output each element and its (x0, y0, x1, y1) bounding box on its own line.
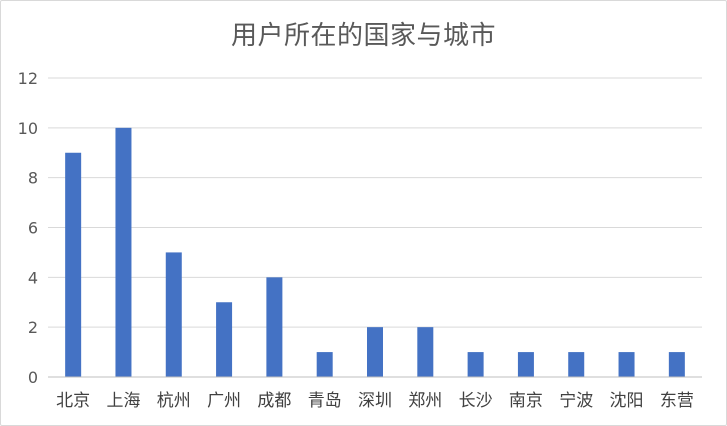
y-axis-ticks: 0 2 4 6 8 10 12 (18, 69, 38, 387)
x-tick-label: 郑州 (408, 391, 442, 411)
gridlines (48, 77, 702, 328)
y-tick-label: 0 (28, 368, 38, 387)
bar-东营 (668, 352, 685, 377)
y-tick-label: 4 (28, 268, 38, 287)
bar-广州 (216, 302, 233, 377)
bar-南京 (517, 352, 534, 377)
bars (65, 127, 685, 377)
x-axis-ticks: 北京 上海 杭州 广州 成都 青岛 深圳 郑州 长沙 南京 宁波 沈阳 东营 (56, 391, 694, 411)
x-tick-label: 长沙 (459, 391, 493, 411)
x-tick-label: 广州 (207, 391, 241, 411)
bar-成都 (266, 277, 283, 377)
x-tick-label: 上海 (106, 391, 140, 411)
x-tick-label: 成都 (257, 391, 291, 411)
bar-上海 (115, 127, 132, 377)
bar-长沙 (467, 352, 484, 377)
bar-宁波 (568, 352, 585, 377)
bar-杭州 (165, 252, 182, 377)
bar-沈阳 (618, 352, 635, 377)
bar-青岛 (316, 352, 333, 377)
bar-深圳 (367, 327, 383, 377)
bar-郑州 (417, 327, 434, 377)
x-tick-label: 深圳 (358, 391, 392, 411)
bar-北京 (65, 152, 82, 377)
chart-title: 用户所在的国家与城市 (230, 21, 496, 51)
y-tick-label: 10 (18, 119, 38, 138)
x-tick-label: 北京 (56, 391, 90, 411)
y-tick-label: 2 (28, 318, 38, 337)
x-tick-label: 东营 (660, 391, 694, 411)
x-tick-label: 南京 (509, 391, 543, 411)
x-tick-label: 杭州 (157, 391, 191, 411)
y-tick-label: 8 (28, 169, 38, 188)
x-tick-label: 青岛 (308, 391, 342, 411)
y-tick-label: 6 (28, 219, 38, 238)
x-tick-label: 宁波 (559, 391, 593, 411)
x-tick-label: 沈阳 (610, 391, 644, 411)
y-tick-label: 12 (18, 69, 38, 88)
